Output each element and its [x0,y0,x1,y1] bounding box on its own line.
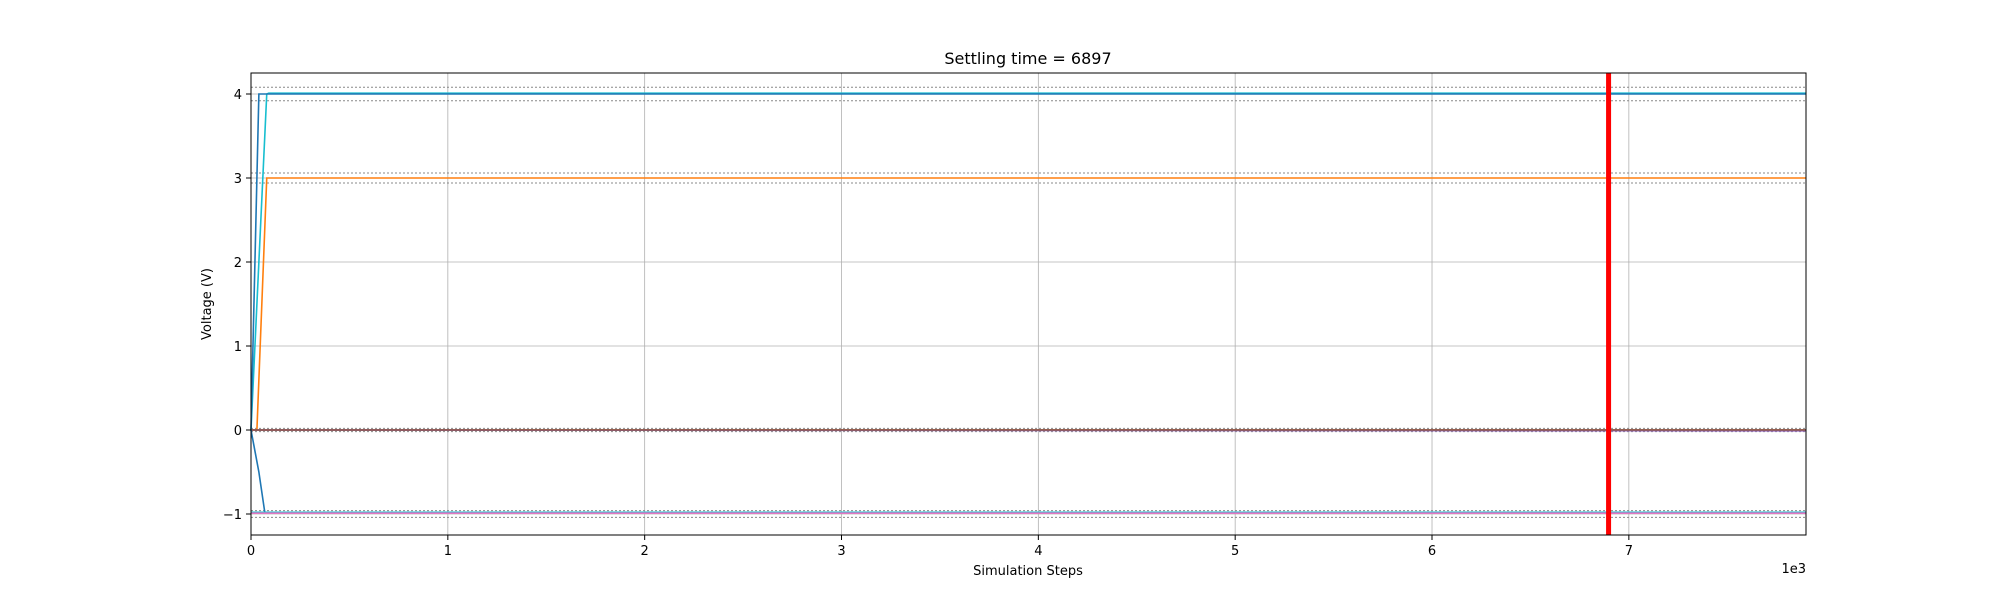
x-tick-label: 1 [444,544,452,559]
y-tick-label: −1 [223,508,242,523]
x-tick-label: 6 [1428,544,1436,559]
x-axis-ticks: 0 1 2 3 4 5 6 7 [247,535,1633,559]
chart-title: Settling time = 6897 [944,49,1111,68]
plot-frame [250,72,1807,536]
plot-area-background [251,73,1806,535]
x-tick-label: 3 [837,544,845,559]
x-tick-label: 7 [1625,544,1633,559]
x-tick-label: 5 [1231,544,1239,559]
x-tick-label: 2 [641,544,649,559]
y-axis-label: Voltage (V) [200,268,215,340]
y-tick-label: 1 [234,340,242,355]
series-lines [250,92,1807,514]
tolerance-bands [251,86,1806,518]
x-axis-offset-label: 1e3 [1781,562,1806,577]
x-tick-label: 4 [1034,544,1042,559]
y-tick-label: 4 [234,88,242,103]
y-tick-label: 0 [234,424,242,439]
series-line [250,93,1806,431]
y-tick-label: 3 [234,172,242,187]
x-tick-label: 0 [247,544,255,559]
y-tick-label: 2 [234,256,242,271]
x-axis-label: Simulation Steps [973,564,1083,579]
y-axis-ticks: −1 0 1 2 3 4 [223,88,251,523]
